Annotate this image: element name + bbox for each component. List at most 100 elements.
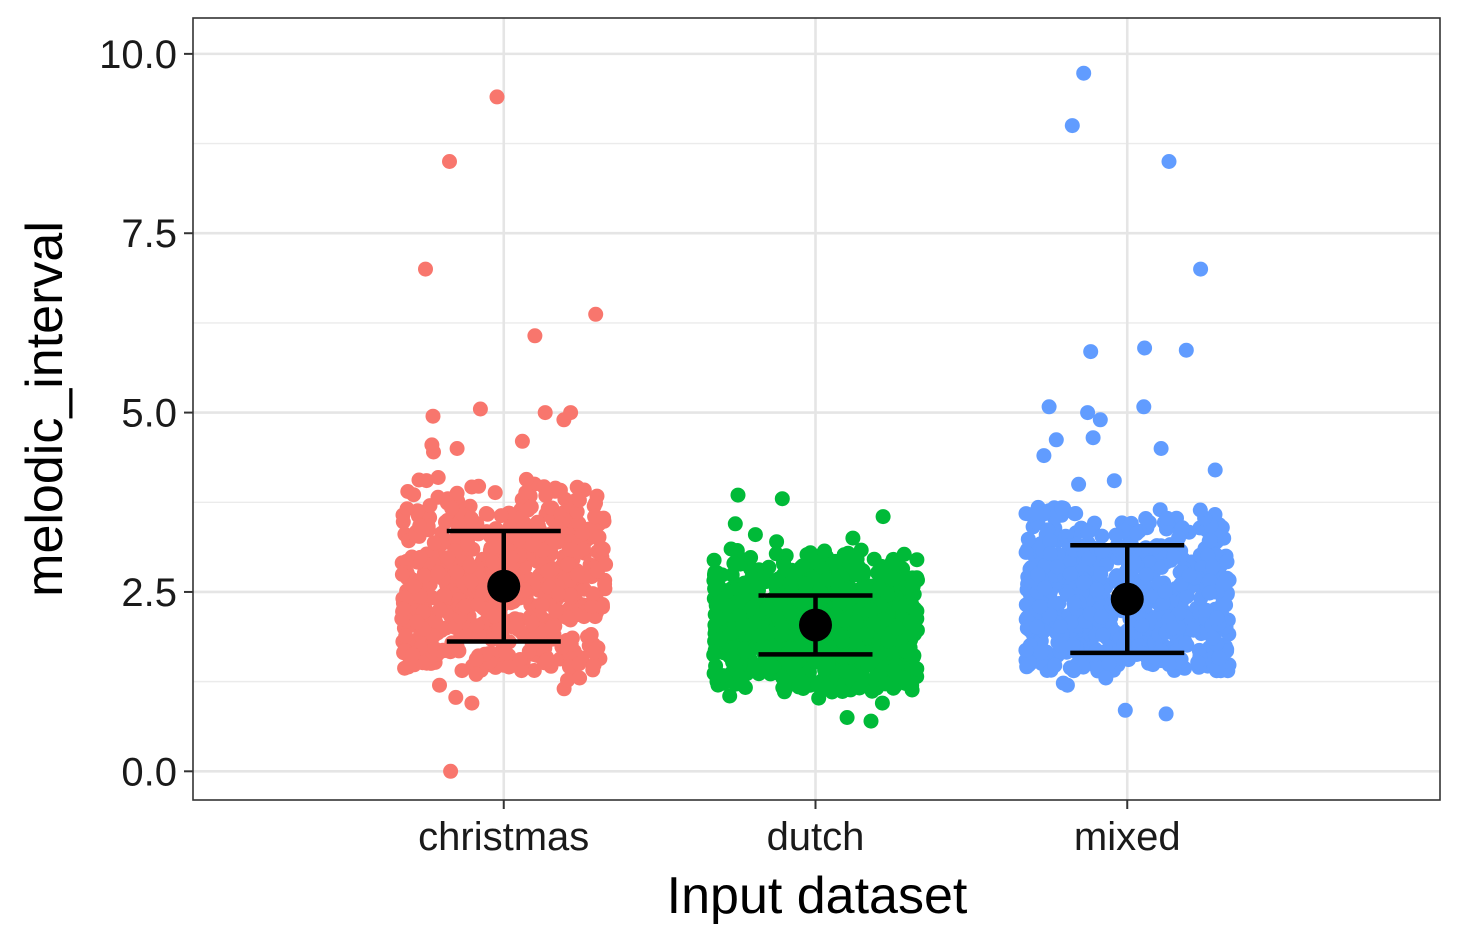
data-point [1066, 596, 1082, 612]
outlier-point [1178, 342, 1194, 358]
data-point [449, 485, 465, 501]
data-point [720, 583, 735, 599]
data-point [782, 604, 798, 620]
data-point [1076, 575, 1091, 591]
outlier-point [464, 695, 480, 711]
data-point [909, 661, 925, 677]
data-point [449, 564, 465, 580]
data-point [736, 580, 752, 595]
outlier-point [588, 306, 604, 322]
data-point [493, 508, 509, 524]
outlier-point [1083, 344, 1099, 360]
data-point [1062, 566, 1078, 582]
data-point [905, 649, 921, 665]
data-point [1042, 533, 1058, 549]
data-point [518, 471, 534, 487]
data-point [1192, 502, 1208, 518]
outlier-point [1161, 154, 1177, 169]
data-point [843, 666, 859, 682]
data-point [759, 600, 775, 616]
data-point [1216, 596, 1232, 612]
data-point [487, 526, 503, 542]
outlier-point [1080, 405, 1096, 421]
outlier-point [443, 763, 459, 779]
data-point [706, 552, 722, 568]
data-point [831, 627, 847, 643]
data-point [597, 576, 613, 592]
data-point [775, 670, 791, 686]
y-tick-label: 10.0 [99, 33, 177, 77]
data-point [398, 628, 414, 644]
outlier-point [472, 401, 488, 417]
outlier-point [1064, 118, 1080, 134]
data-point [794, 673, 810, 689]
summary-christmas [446, 528, 561, 644]
data-point [569, 567, 585, 583]
data-point [540, 563, 555, 579]
data-point [501, 659, 517, 675]
data-point [427, 613, 443, 629]
data-point [1161, 657, 1177, 673]
outlier-point [560, 672, 575, 688]
data-point [1202, 533, 1218, 549]
outlier-point [874, 695, 890, 711]
data-point [459, 536, 475, 552]
outlier-point [769, 534, 785, 550]
data-point [873, 645, 889, 661]
mean-error-bars [446, 528, 1185, 657]
data-point [394, 567, 410, 582]
outlier-point [448, 689, 464, 705]
outlier-point [722, 688, 738, 704]
outlier-point [572, 670, 588, 686]
data-point [848, 614, 864, 630]
data-point [735, 676, 751, 692]
data-point [504, 550, 520, 566]
data-point [819, 572, 834, 588]
data-point [743, 550, 759, 565]
data-point [866, 615, 881, 631]
data-point [486, 608, 502, 624]
outlier-point [425, 408, 441, 424]
outlier-point [1071, 476, 1087, 492]
data-point [1095, 627, 1111, 643]
data-point [1088, 658, 1104, 674]
outlier-point [811, 690, 827, 706]
outlier-point [1098, 670, 1114, 686]
data-point [575, 541, 591, 557]
data-point [768, 546, 784, 562]
outlier-point [747, 527, 763, 543]
outlier-point [432, 677, 447, 693]
outlier-point [1055, 675, 1071, 691]
data-point [1047, 657, 1063, 673]
axes: 0.0 2.5 5.0 7.5 10.0 christmas dutch mixed [99, 33, 1180, 859]
data-point [548, 603, 564, 619]
data-point [585, 658, 601, 674]
data-point [752, 628, 768, 644]
data-point [820, 657, 836, 673]
data-point [537, 655, 552, 671]
data-point [562, 587, 578, 603]
data-point [1129, 526, 1144, 542]
data-point [1018, 544, 1034, 560]
data-point [444, 500, 460, 516]
data-point [595, 599, 610, 615]
data-point [723, 541, 739, 557]
data-point [486, 631, 502, 647]
data-point [734, 617, 750, 633]
data-point [1190, 654, 1206, 670]
outlier-point [1085, 430, 1101, 446]
data-point [458, 598, 473, 614]
data-point [871, 580, 887, 596]
y-tick-label: 7.5 [121, 212, 177, 256]
data-point [1018, 642, 1034, 658]
data-point [724, 625, 739, 641]
data-point [405, 647, 421, 663]
data-point [1211, 650, 1227, 666]
data-point [406, 578, 422, 594]
data-point [856, 671, 872, 687]
data-point [1165, 620, 1180, 636]
data-point [1101, 656, 1117, 671]
data-point [1142, 555, 1158, 571]
data-point [765, 659, 780, 674]
data-point [878, 676, 893, 692]
